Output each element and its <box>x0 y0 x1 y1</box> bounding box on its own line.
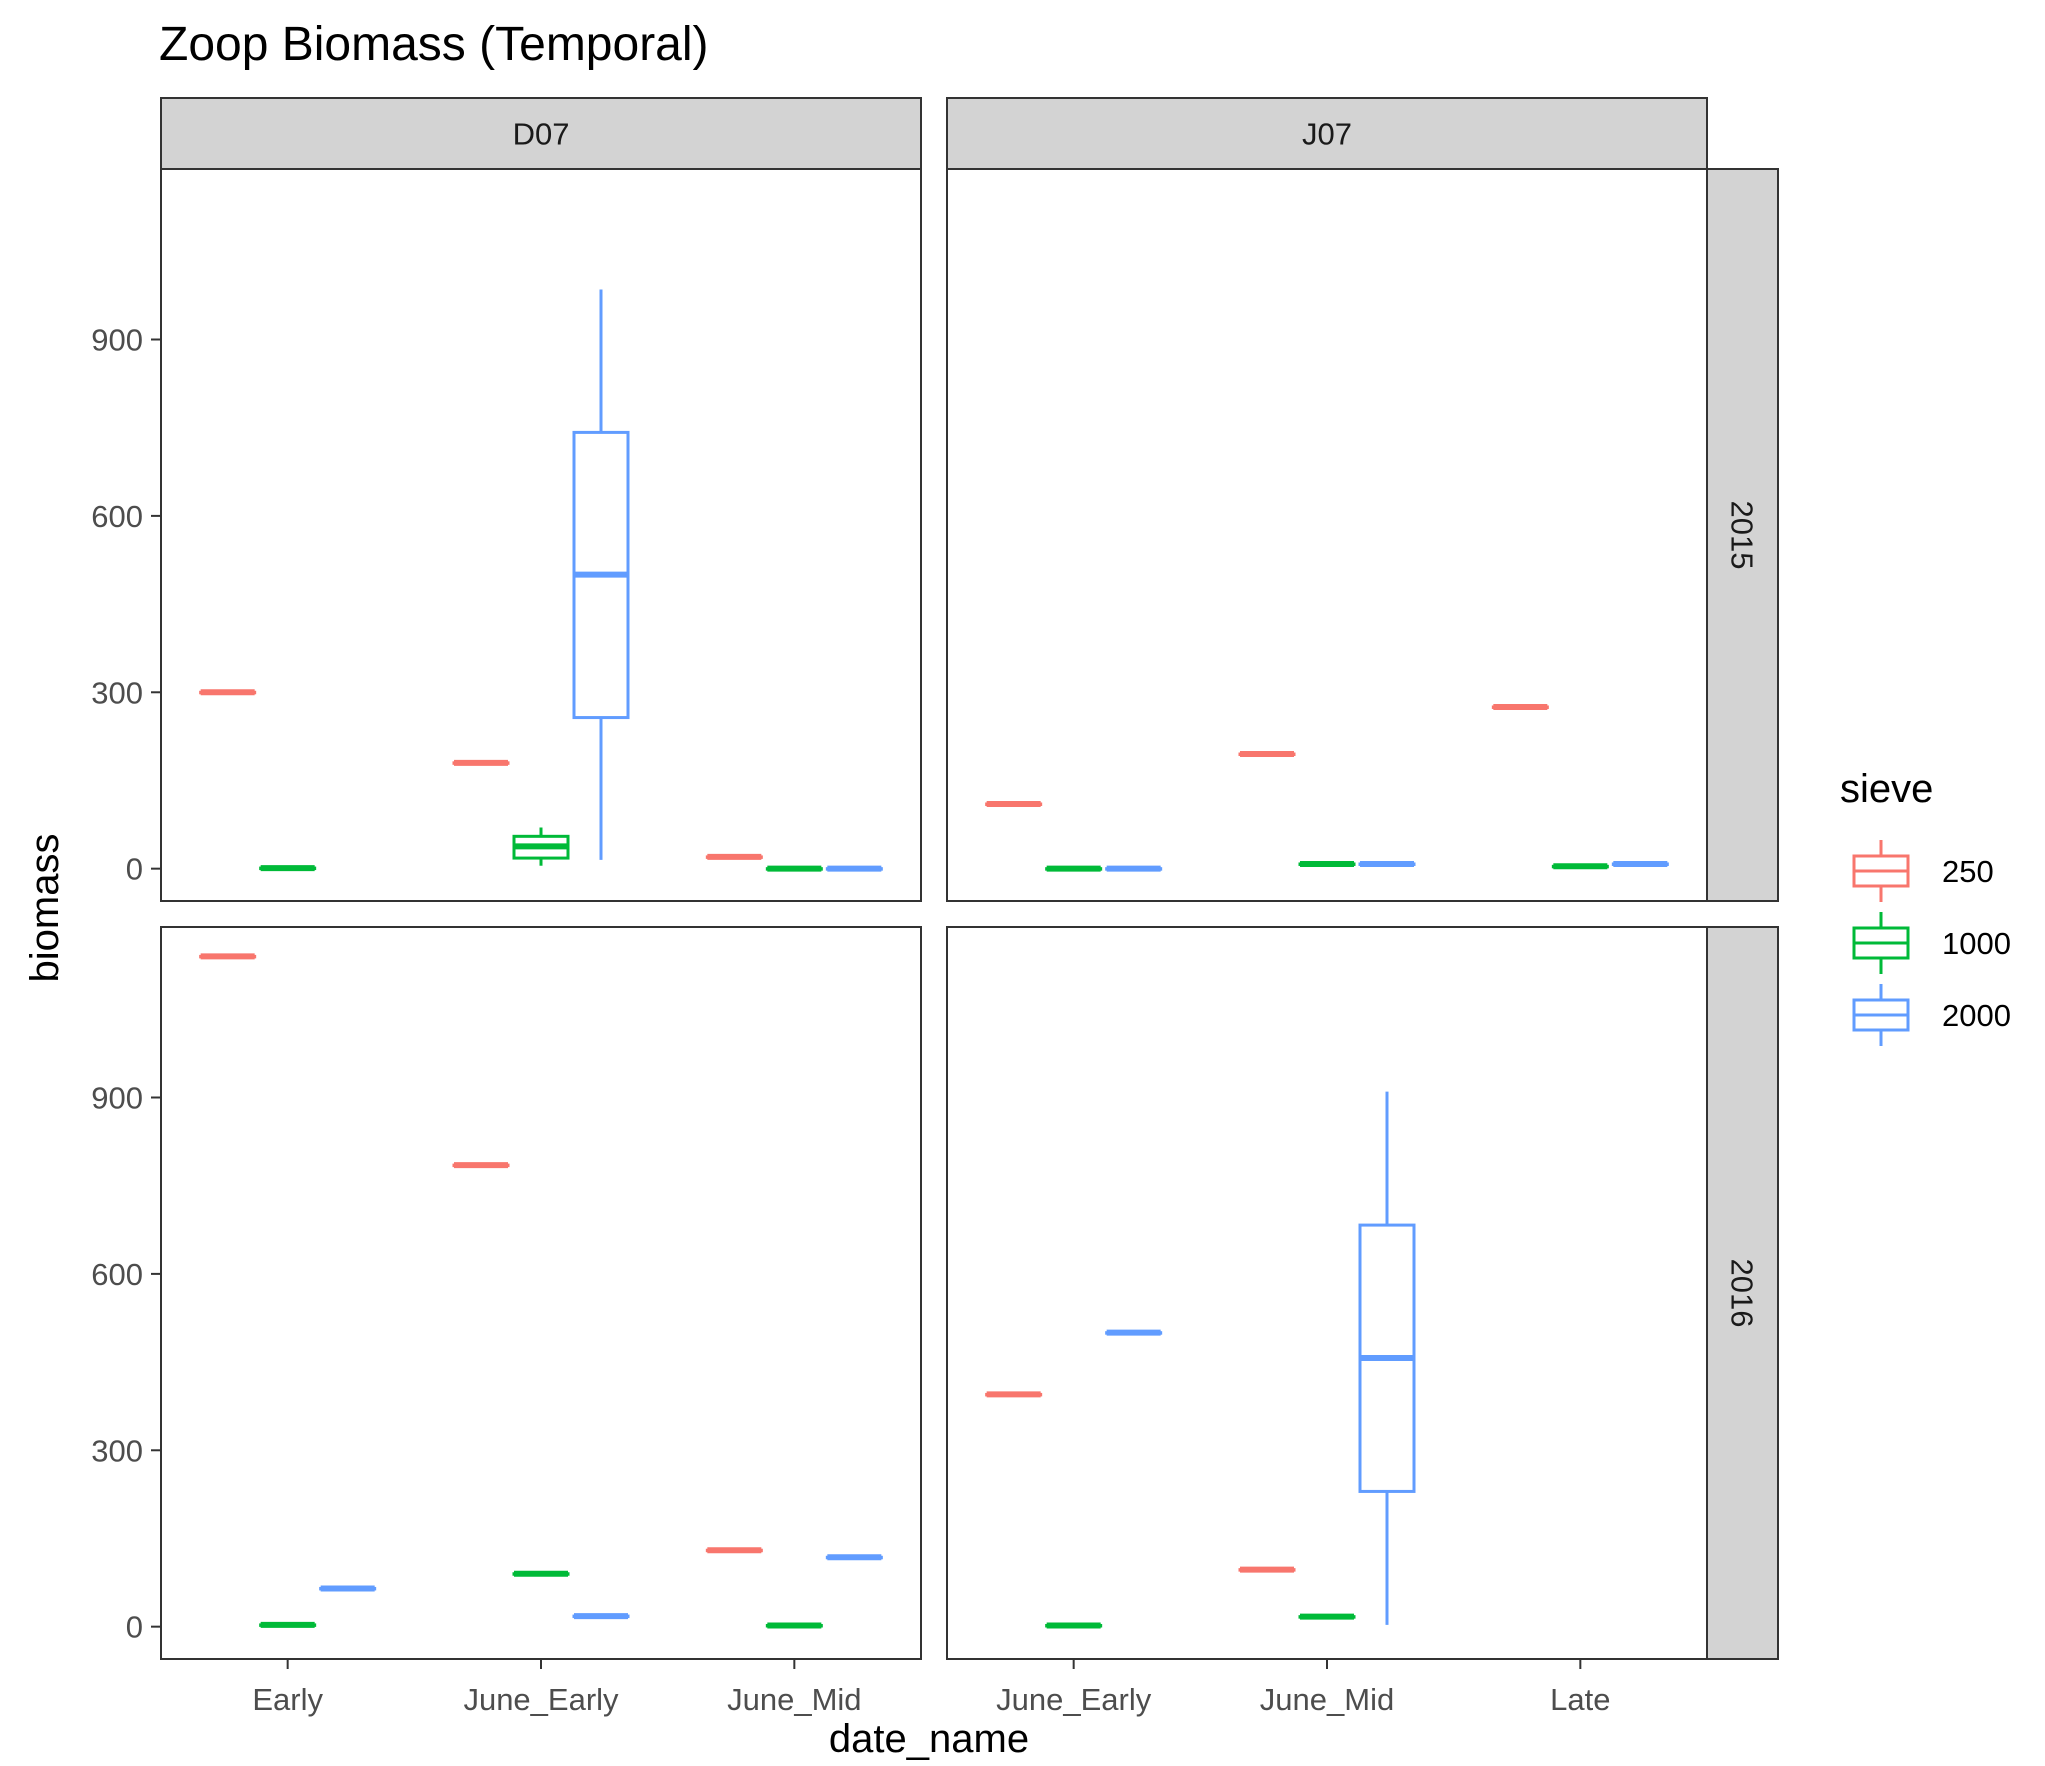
x-tick-label: Early <box>252 1682 323 1717</box>
facet-panels: D07 J07 2015 2016 0 300 600 900 0 300 600 900 Early J… <box>91 97 1779 1717</box>
panel-frame <box>946 168 1708 902</box>
box-June_Mid-250 <box>705 853 763 860</box>
y-tick-label: 900 <box>91 1081 143 1116</box>
box-June_Mid-250 <box>1238 751 1296 758</box>
x-axis-title: date_name <box>829 1717 1029 1761</box>
legend-key-2000 <box>1852 984 1910 1046</box>
legend-key-250 <box>1852 840 1910 902</box>
y-tick-label: 300 <box>91 1433 143 1468</box>
box-Early-1000 <box>259 1621 317 1628</box>
box-June_Early-2000 <box>1105 865 1163 872</box>
legend-title: sieve <box>1840 767 1933 811</box>
box-June_Early-2000 <box>1105 1329 1163 1336</box>
strip-2015 <box>1706 168 1779 902</box>
box-June_Early-1000 <box>1045 1622 1103 1629</box>
box-June_Early-250 <box>452 759 510 766</box>
legend-label-250: 250 <box>1942 854 1994 889</box>
x-tick-label: June_Mid <box>727 1682 861 1717</box>
panel-D07-2016: 0 300 600 900 Early June_Early June_Mid <box>91 926 922 1717</box>
strip-label-2015: 2015 <box>1725 501 1760 570</box>
box-June_Mid-1000 <box>765 1622 823 1629</box>
y-tick-label: 600 <box>91 499 143 534</box>
legend-key-1000 <box>1852 912 1910 974</box>
x-tick-label: Late <box>1550 1682 1610 1717</box>
strip-label-2016: 2016 <box>1725 1259 1760 1328</box>
x-tick-label: June_Mid <box>1260 1682 1394 1717</box>
box-Late-250 <box>1491 703 1549 710</box>
box-June_Mid-2000 <box>1358 860 1416 867</box>
box-June_Mid-2000 <box>825 865 883 872</box>
y-tick-label: 600 <box>91 1257 143 1292</box>
legend-label-2000: 2000 <box>1942 998 2011 1033</box>
box-June_Mid-1000 <box>1298 860 1356 867</box>
panel-frame <box>946 926 1708 1660</box>
chart-title: Zoop Biomass (Temporal) <box>159 18 709 71</box>
y-tick-label: 0 <box>126 1610 143 1645</box>
strip-J07 <box>946 97 1708 170</box>
box-June_Early-1000 <box>1045 865 1103 872</box>
box-June_Early-2000 <box>572 289 630 860</box>
y-tick-label: 0 <box>126 852 143 887</box>
panel-frame <box>160 168 922 902</box>
panel-J07-2016: June_Early June_Mid Late <box>946 926 1708 1717</box>
box-June_Mid-2000 <box>825 1554 883 1561</box>
y-tick-label: 300 <box>91 675 143 710</box>
box-June_Early-2000 <box>572 1613 630 1620</box>
strip-2016 <box>1706 926 1779 1660</box>
y-axis-title: biomass <box>23 834 67 983</box>
box-June_Mid-2000 <box>1358 1091 1416 1625</box>
box-Early-1000 <box>259 865 317 872</box>
panel-D07-2015: 0 300 600 900 <box>91 168 922 902</box>
box-June_Mid-250 <box>1238 1566 1296 1573</box>
legend-label-1000: 1000 <box>1942 926 2011 961</box>
box-Early-250 <box>199 689 257 696</box>
x-tick-label: June_Early <box>996 1682 1152 1717</box>
box-Early-2000 <box>319 1585 377 1592</box>
box-June_Early-1000 <box>512 827 570 866</box>
box-June_Mid-1000 <box>765 865 823 872</box>
y-tick-label: 900 <box>91 323 143 358</box>
box-June_Early-250 <box>985 800 1043 807</box>
box-Late-1000 <box>1551 863 1609 870</box>
box-June_Mid-250 <box>705 1547 763 1554</box>
panel-frame <box>160 926 922 1660</box>
box-June_Early-250 <box>985 1391 1043 1398</box>
strip-D07 <box>160 97 922 170</box>
legend: sieve 250 1000 2000 <box>1840 767 2011 1046</box>
strip-label-D07: D07 <box>513 117 570 152</box>
x-tick-label: June_Early <box>463 1682 619 1717</box>
box-Early-250 <box>199 953 257 960</box>
panel-J07-2015 <box>946 168 1708 902</box>
strip-label-J07: J07 <box>1302 117 1352 152</box>
box-June_Mid-1000 <box>1298 1613 1356 1620</box>
box-June_Early-250 <box>452 1162 510 1169</box>
box-Late-2000 <box>1611 860 1669 867</box>
box-June_Early-1000 <box>512 1570 570 1577</box>
